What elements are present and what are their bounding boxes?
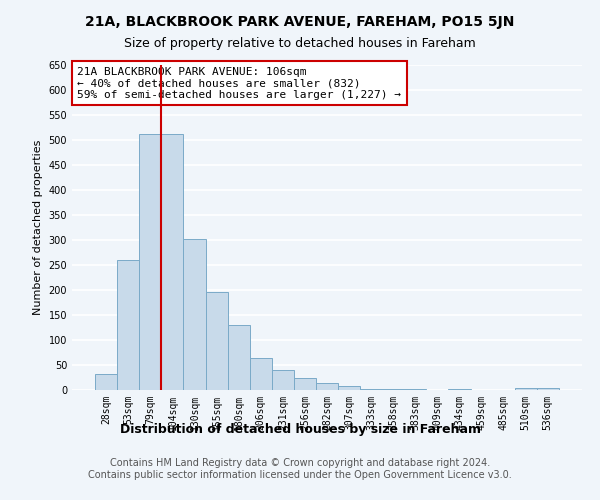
Text: Size of property relative to detached houses in Fareham: Size of property relative to detached ho…: [124, 38, 476, 51]
Bar: [360, 388, 382, 390]
Bar: [117, 260, 139, 390]
Bar: [316, 382, 338, 390]
Text: 21A BLACKBROOK PARK AVENUE: 106sqm
← 40% of detached houses are smaller (832)
59: 21A BLACKBROOK PARK AVENUE: 106sqm ← 40%…: [77, 66, 401, 100]
Bar: [382, 388, 404, 390]
Bar: [404, 389, 427, 390]
Text: Distribution of detached houses by size in Fareham: Distribution of detached houses by size …: [119, 422, 481, 436]
Bar: [272, 370, 294, 390]
Bar: [294, 378, 316, 390]
Text: 21A, BLACKBROOK PARK AVENUE, FAREHAM, PO15 5JN: 21A, BLACKBROOK PARK AVENUE, FAREHAM, PO…: [85, 15, 515, 29]
Bar: [95, 374, 117, 390]
Bar: [161, 134, 184, 390]
Text: Contains HM Land Registry data © Crown copyright and database right 2024.
Contai: Contains HM Land Registry data © Crown c…: [88, 458, 512, 480]
Bar: [448, 389, 470, 390]
Bar: [227, 325, 250, 390]
Bar: [515, 388, 537, 390]
Bar: [338, 386, 360, 390]
Bar: [184, 239, 206, 390]
Bar: [206, 292, 227, 390]
Bar: [250, 358, 272, 390]
Bar: [139, 134, 161, 390]
Y-axis label: Number of detached properties: Number of detached properties: [33, 140, 43, 315]
Bar: [537, 388, 559, 390]
